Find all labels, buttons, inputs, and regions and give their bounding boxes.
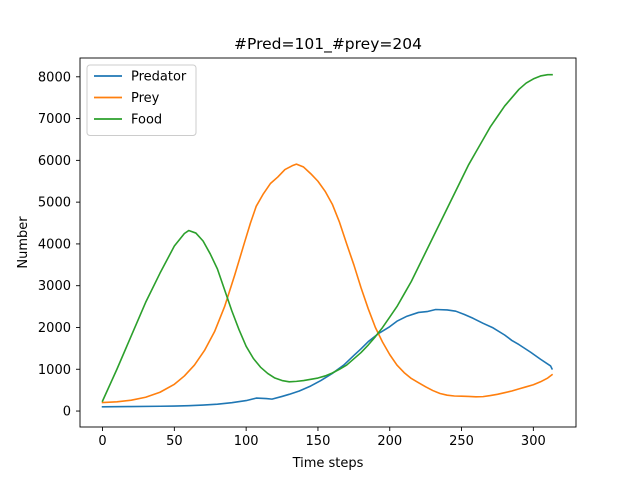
legend-label-food: Food — [131, 113, 162, 128]
y-axis-label: Number — [16, 216, 31, 269]
y-tick-label: 0 — [63, 405, 71, 420]
legend-label-predator: Predator — [131, 70, 187, 85]
y-tick-label: 6000 — [38, 154, 71, 169]
chart-title: #Pred=101_#prey=204 — [234, 35, 422, 54]
x-tick-label: 200 — [377, 434, 402, 449]
series-layer — [101, 73, 554, 408]
series-line-food — [101, 73, 553, 403]
y-tick-label: 8000 — [38, 70, 71, 85]
y-tick-label: 5000 — [38, 196, 71, 211]
x-tick-label: 50 — [166, 434, 183, 449]
series-line-prey — [101, 163, 554, 404]
x-axis-label: Time steps — [292, 456, 364, 471]
plot-frame — [79, 57, 577, 428]
x-tick-label: 0 — [98, 434, 106, 449]
x-axis: 0 50 100 150 200 250 300 — [98, 427, 546, 449]
series-line-predator — [101, 308, 554, 408]
y-tick-label: 4000 — [38, 237, 71, 252]
x-tick-label: 100 — [234, 434, 259, 449]
legend-box — [86, 64, 197, 136]
x-tick-label: 300 — [521, 434, 546, 449]
y-tick-label: 3000 — [38, 279, 71, 294]
x-tick-label: 150 — [306, 434, 331, 449]
y-tick-label: 2000 — [38, 321, 71, 336]
legend: Predator Prey Food — [86, 64, 197, 136]
y-tick-label: 7000 — [38, 112, 71, 127]
legend-label-prey: Prey — [131, 91, 160, 106]
x-tick-label: 250 — [449, 434, 474, 449]
y-axis: 0 1000 2000 3000 4000 5000 6000 7000 8000 — [38, 70, 80, 420]
y-tick-label: 1000 — [38, 363, 71, 378]
